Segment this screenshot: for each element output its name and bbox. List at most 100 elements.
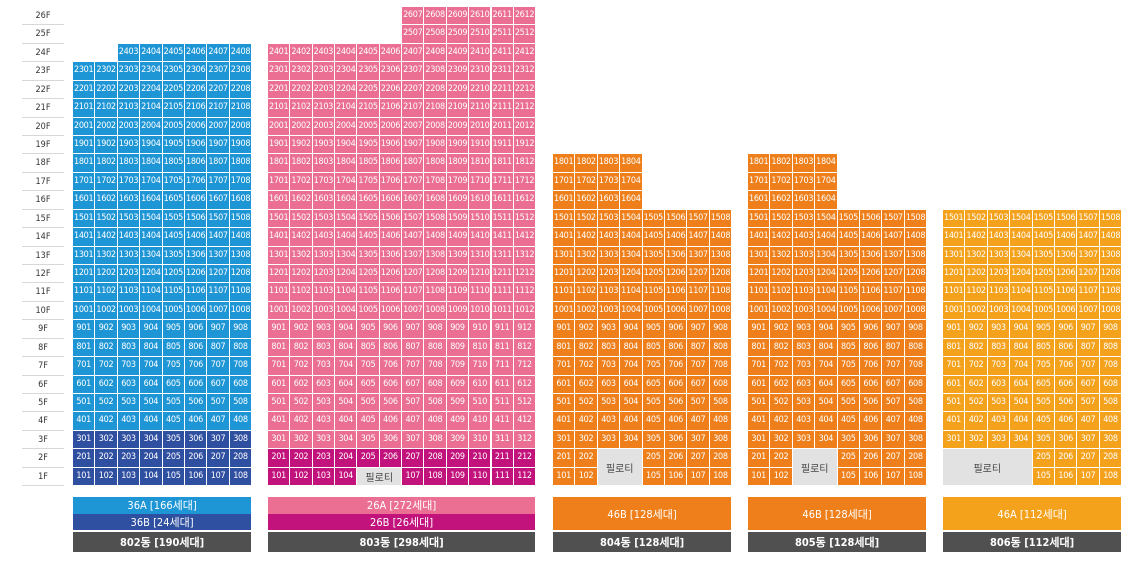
- unit-cell[interactable]: 2302: [290, 62, 313, 81]
- unit-cell[interactable]: 1202: [770, 265, 793, 284]
- unit-cell[interactable]: 1807: [402, 154, 425, 173]
- unit-cell[interactable]: 908: [424, 320, 447, 339]
- unit-cell[interactable]: 501: [748, 394, 771, 413]
- unit-cell[interactable]: 404: [140, 412, 163, 431]
- unit-cell[interactable]: 1002: [575, 301, 598, 321]
- unit-cell[interactable]: 308: [1099, 430, 1123, 450]
- unit-cell[interactable]: 503: [597, 394, 621, 413]
- unit-cell[interactable]: 1508: [904, 209, 928, 229]
- unit-cell[interactable]: 202: [770, 449, 793, 468]
- unit-cell[interactable]: 107: [207, 467, 230, 487]
- unit-cell[interactable]: 905: [357, 320, 380, 339]
- unit-cell[interactable]: 2611: [491, 7, 514, 26]
- unit-cell[interactable]: 703: [792, 357, 816, 376]
- unit-cell[interactable]: 806: [665, 338, 688, 358]
- unit-cell[interactable]: 1001: [553, 301, 576, 321]
- unit-cell[interactable]: 1702: [290, 172, 313, 192]
- unit-cell[interactable]: 1210: [469, 265, 492, 284]
- unit-cell[interactable]: 2404: [335, 43, 358, 63]
- unit-cell[interactable]: 502: [95, 394, 118, 413]
- unit-cell[interactable]: 1003: [987, 301, 1011, 321]
- unit-cell[interactable]: 1108: [709, 283, 733, 302]
- unit-cell[interactable]: 1304: [140, 246, 163, 265]
- unit-cell[interactable]: 903: [117, 320, 141, 339]
- unit-cell[interactable]: 207: [207, 449, 230, 468]
- unit-cell[interactable]: 408: [709, 412, 733, 431]
- unit-cell[interactable]: 1301: [268, 246, 291, 265]
- unit-cell[interactable]: 1103: [792, 283, 816, 302]
- unit-cell[interactable]: 1202: [965, 265, 988, 284]
- unit-cell[interactable]: 1701: [553, 172, 576, 192]
- unit-cell[interactable]: 2007: [207, 117, 230, 136]
- unit-cell[interactable]: 208: [904, 449, 928, 468]
- unit-cell[interactable]: 504: [620, 394, 643, 413]
- unit-cell[interactable]: 508: [229, 394, 253, 413]
- unit-cell[interactable]: 1109: [446, 283, 470, 302]
- unit-cell[interactable]: 912: [513, 320, 537, 339]
- unit-cell[interactable]: 2410: [469, 43, 492, 63]
- unit-cell[interactable]: 407: [882, 412, 905, 431]
- unit-cell[interactable]: 1005: [642, 301, 665, 321]
- unit-cell[interactable]: 307: [882, 430, 905, 450]
- unit-cell[interactable]: 1003: [117, 301, 141, 321]
- unit-cell[interactable]: 709: [446, 357, 470, 376]
- unit-cell[interactable]: 1606: [379, 191, 403, 210]
- unit-cell[interactable]: 603: [117, 375, 141, 395]
- unit-cell[interactable]: 903: [792, 320, 816, 339]
- unit-cell[interactable]: 1408: [424, 228, 447, 247]
- unit-cell[interactable]: 605: [1032, 375, 1055, 395]
- unit-cell[interactable]: 2103: [312, 99, 336, 118]
- unit-cell[interactable]: 2302: [95, 62, 118, 81]
- unit-cell[interactable]: 404: [1010, 412, 1033, 431]
- unit-cell[interactable]: 2411: [491, 43, 514, 63]
- unit-cell[interactable]: 1503: [597, 209, 621, 229]
- unit-cell[interactable]: 1910: [469, 136, 492, 155]
- unit-cell[interactable]: 1407: [1077, 228, 1100, 247]
- unit-cell[interactable]: 1509: [446, 209, 470, 229]
- unit-cell[interactable]: 1802: [770, 154, 793, 173]
- unit-cell[interactable]: 902: [965, 320, 988, 339]
- unit-cell[interactable]: 601: [268, 375, 291, 395]
- unit-cell[interactable]: 1112: [513, 283, 537, 302]
- unit-cell[interactable]: 2006: [379, 117, 403, 136]
- unit-cell[interactable]: 807: [882, 338, 905, 358]
- unit-cell[interactable]: 1307: [207, 246, 230, 265]
- unit-cell[interactable]: 2107: [402, 99, 425, 118]
- unit-cell[interactable]: 1404: [335, 228, 358, 247]
- unit-cell[interactable]: 1506: [665, 209, 688, 229]
- unit-cell[interactable]: 1411: [491, 228, 514, 247]
- unit-cell[interactable]: 807: [207, 338, 230, 358]
- unit-cell[interactable]: 1809: [446, 154, 470, 173]
- unit-cell[interactable]: 1804: [620, 154, 643, 173]
- unit-cell[interactable]: 1410: [469, 228, 492, 247]
- unit-cell[interactable]: 1503: [792, 209, 816, 229]
- unit-cell[interactable]: 1905: [357, 136, 380, 155]
- unit-cell[interactable]: 1111: [491, 283, 514, 302]
- unit-cell[interactable]: 804: [815, 338, 838, 358]
- unit-cell[interactable]: 104: [140, 467, 163, 487]
- unit-cell[interactable]: 1308: [709, 246, 733, 265]
- unit-cell[interactable]: 1806: [185, 154, 208, 173]
- unit-cell[interactable]: 1702: [770, 172, 793, 192]
- unit-cell[interactable]: 1704: [815, 172, 838, 192]
- unit-cell[interactable]: 902: [290, 320, 313, 339]
- unit-cell[interactable]: 806: [1055, 338, 1078, 358]
- unit-cell[interactable]: 1108: [1099, 283, 1123, 302]
- unit-cell[interactable]: 706: [1055, 357, 1078, 376]
- unit-cell[interactable]: 1305: [357, 246, 380, 265]
- unit-cell[interactable]: 1408: [709, 228, 733, 247]
- unit-cell[interactable]: 1403: [312, 228, 336, 247]
- unit-cell[interactable]: 1812: [513, 154, 537, 173]
- unit-cell[interactable]: 1704: [620, 172, 643, 192]
- unit-cell[interactable]: 1204: [1010, 265, 1033, 284]
- unit-cell[interactable]: 805: [1032, 338, 1055, 358]
- unit-cell[interactable]: 1312: [513, 246, 537, 265]
- unit-cell[interactable]: 1202: [95, 265, 118, 284]
- unit-cell[interactable]: 606: [1055, 375, 1078, 395]
- unit-cell[interactable]: 706: [860, 357, 883, 376]
- unit-cell[interactable]: 1106: [185, 283, 208, 302]
- unit-cell[interactable]: 1301: [73, 246, 96, 265]
- unit-cell[interactable]: 1304: [815, 246, 838, 265]
- unit-cell[interactable]: 606: [665, 375, 688, 395]
- unit-cell[interactable]: 1612: [513, 191, 537, 210]
